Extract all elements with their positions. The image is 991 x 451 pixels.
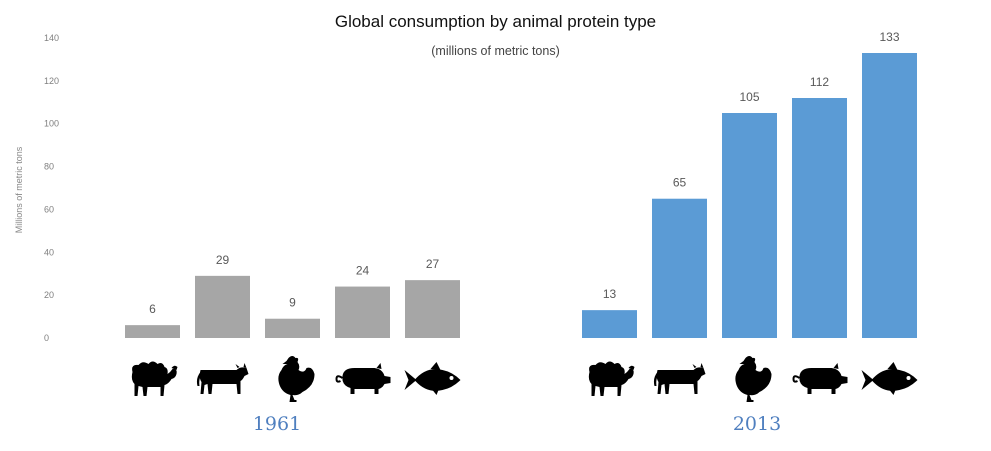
chicken-icon [278, 356, 315, 402]
fish-icon [861, 362, 918, 395]
sheep-icon [588, 361, 635, 396]
y-tick-label: 100 [44, 119, 59, 129]
bar-value-label: 105 [739, 90, 759, 104]
y-tick-label: 40 [44, 247, 54, 257]
y-tick-label: 120 [44, 76, 59, 86]
bar-2013-poultry [722, 113, 777, 338]
chicken-icon [735, 356, 772, 402]
bar-value-label: 9 [289, 296, 296, 310]
bar-value-label: 13 [603, 287, 617, 301]
fish-icon [404, 362, 461, 395]
sheep-icon [131, 361, 178, 396]
bar-value-label: 27 [426, 257, 440, 271]
bar-2013-sheep [582, 310, 637, 338]
bar-value-label: 24 [356, 264, 370, 278]
bar-value-label: 6 [149, 302, 156, 316]
y-tick-label: 20 [44, 290, 54, 300]
pig-icon [335, 363, 391, 394]
chart-title: Global consumption by animal protein typ… [334, 12, 657, 31]
group-label-2013: 2013 [733, 413, 781, 435]
bar-1961-sheep [125, 325, 180, 338]
bar-2013-fish [862, 53, 917, 338]
bar-value-label: 133 [879, 30, 899, 44]
bar-value-label: 29 [216, 253, 230, 267]
bar-2013-pig [792, 98, 847, 338]
bar-1961-fish [405, 280, 460, 338]
pig-icon [792, 363, 848, 394]
y-tick-label: 0 [44, 333, 49, 343]
y-tick-label: 60 [44, 204, 54, 214]
y-tick-label: 140 [44, 33, 59, 43]
bar-1961-poultry [265, 318, 320, 338]
bar-2013-cattle [652, 198, 707, 338]
bar-value-label: 112 [810, 75, 829, 89]
cow-icon [653, 363, 706, 394]
bar-value-label: 65 [673, 176, 687, 190]
bar-1961-cattle [195, 275, 250, 338]
chart-subtitle: (millions of metric tons) [431, 44, 560, 58]
bar-1961-pig [335, 286, 390, 338]
group-label-1961: 1961 [253, 413, 301, 435]
y-tick-label: 80 [44, 162, 54, 172]
cow-icon [196, 363, 249, 394]
